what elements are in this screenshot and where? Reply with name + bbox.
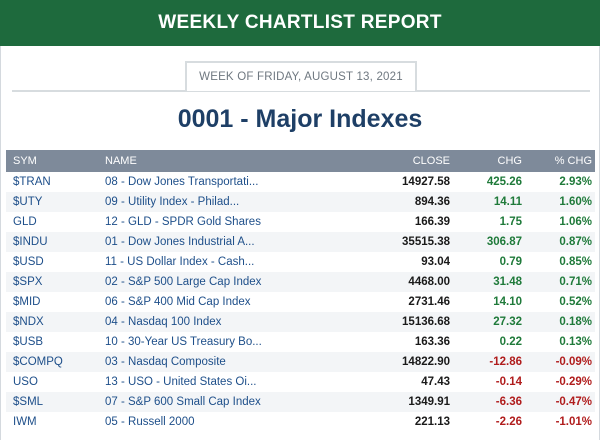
close-value: 35515.38 [402, 236, 450, 248]
change-value: 31.48 [493, 276, 522, 288]
symbol-link[interactable]: $SPX [13, 276, 43, 288]
table-row[interactable]: $USB 10 - 30-Year US Treasury Bo... 163.36… [6, 332, 595, 352]
table-row[interactable]: $NDX 04 - Nasdaq 100 Index 15136.68 27.32 0.… [6, 312, 595, 332]
week-divider [12, 90, 590, 92]
name-link[interactable]: 10 - 30-Year US Treasury Bo... [105, 336, 262, 348]
column-header-chg[interactable]: CHG [497, 155, 522, 167]
pct-change-value: -0.47% [555, 396, 592, 408]
table-row[interactable]: $SPX 02 - S&P 500 Large Cap Index 4468.00 3… [6, 272, 595, 292]
symbol-link[interactable]: IWM [13, 416, 37, 428]
column-header-close[interactable]: CLOSE [412, 155, 450, 167]
name-link[interactable]: 06 - S&P 400 Mid Cap Index [105, 296, 251, 308]
pct-change-value: 0.52% [559, 296, 592, 308]
table-row[interactable]: IWM 05 - Russell 2000 221.13 -2.26 -1.01% [6, 412, 595, 432]
name-link[interactable]: 09 - Utility Index - Philad... [105, 196, 240, 208]
change-value: -12.86 [489, 356, 522, 368]
pct-change-value: 1.06% [559, 216, 592, 228]
close-value: 47.43 [421, 376, 450, 388]
week-label: WEEK OF FRIDAY, AUGUST 13, 2021 [199, 71, 403, 83]
name-link[interactable]: 01 - Dow Jones Industrial A... [105, 236, 255, 248]
symbol-link[interactable]: $TRAN [13, 176, 51, 188]
table-row[interactable]: $UTY 09 - Utility Index - Philad... 894.36… [6, 192, 595, 212]
week-label-box: WEEK OF FRIDAY, AUGUST 13, 2021 [185, 61, 417, 91]
pct-change-value: -0.09% [555, 356, 592, 368]
table-body: $TRAN 08 - Dow Jones Transportati... 14927… [6, 172, 595, 432]
table-row[interactable]: $TRAN 08 - Dow Jones Transportati... 14927… [6, 172, 595, 192]
symbol-link[interactable]: $USD [13, 256, 44, 268]
name-link[interactable]: 11 - US Dollar Index - Cash... [105, 256, 255, 268]
symbol-link[interactable]: $INDU [13, 236, 48, 248]
table-row[interactable]: $USD 11 - US Dollar Index - Cash... 93.04 0… [6, 252, 595, 272]
pct-change-value: -0.29% [555, 376, 592, 388]
change-value: -6.36 [495, 396, 522, 408]
close-value: 1349.91 [408, 396, 450, 408]
symbol-link[interactable]: GLD [13, 216, 37, 228]
change-value: -0.14 [495, 376, 522, 388]
name-link[interactable]: 07 - S&P 600 Small Cap Index [105, 396, 261, 408]
index-table: SYM NAME CLOSE CHG % CHG $TRAN 08 - Dow J… [6, 150, 595, 432]
column-header-sym[interactable]: SYM [13, 155, 37, 167]
symbol-link[interactable]: $MID [13, 296, 41, 308]
pct-change-value: 2.93% [559, 176, 592, 188]
name-link[interactable]: 12 - GLD - SPDR Gold Shares [105, 216, 261, 228]
name-link[interactable]: 02 - S&P 500 Large Cap Index [105, 276, 262, 288]
table-row[interactable]: $MID 06 - S&P 400 Mid Cap Index 2731.46 14.… [6, 292, 595, 312]
change-value: 14.11 [493, 196, 522, 208]
symbol-link[interactable]: $USB [13, 336, 44, 348]
name-link[interactable]: 03 - Nasdaq Composite [105, 356, 226, 368]
close-value: 163.36 [414, 336, 450, 348]
close-value: 14822.90 [402, 356, 450, 368]
change-value: 1.75 [499, 216, 522, 228]
pct-change-value: -1.01% [555, 416, 592, 428]
change-value: 0.22 [499, 336, 522, 348]
pct-change-value: 0.18% [559, 316, 592, 328]
close-value: 15136.68 [402, 316, 450, 328]
change-value: 14.10 [493, 296, 522, 308]
name-link[interactable]: 04 - Nasdaq 100 Index [105, 316, 222, 328]
pct-change-value: 0.71% [559, 276, 592, 288]
pct-change-value: 0.87% [559, 236, 592, 248]
close-value: 14927.58 [402, 176, 450, 188]
change-value: 425.26 [486, 176, 522, 188]
close-value: 2731.46 [408, 296, 450, 308]
symbol-link[interactable]: $NDX [13, 316, 44, 328]
pct-change-value: 1.60% [559, 196, 592, 208]
close-value: 894.36 [414, 196, 450, 208]
symbol-link[interactable]: $COMPQ [13, 356, 63, 368]
report-banner: WEEKLY CHARTLIST REPORT [0, 0, 600, 46]
pct-change-value: 0.85% [559, 256, 592, 268]
page-title: 0001 - Major Indexes [177, 105, 423, 133]
column-header-pct-chg[interactable]: % CHG [554, 155, 592, 167]
close-value: 93.04 [421, 256, 450, 268]
name-link[interactable]: 08 - Dow Jones Transportati... [105, 176, 259, 188]
change-value: 27.32 [493, 316, 522, 328]
change-value: 0.79 [499, 256, 522, 268]
table-header: SYM NAME CLOSE CHG % CHG [6, 150, 595, 172]
column-header-name[interactable]: NAME [105, 155, 137, 167]
change-value: -2.26 [495, 416, 522, 428]
table-row[interactable]: $COMPQ 03 - Nasdaq Composite 14822.90 -12.8… [6, 352, 595, 372]
table-row[interactable]: $SML 07 - S&P 600 Small Cap Index 1349.91 -… [6, 392, 595, 412]
name-link[interactable]: 13 - USO - United States Oi... [105, 376, 257, 388]
close-value: 221.13 [414, 416, 450, 428]
pct-change-value: 0.13% [559, 336, 592, 348]
table-row[interactable]: USO 13 - USO - United States Oi... 47.43 -0… [6, 372, 595, 392]
report-title: WEEKLY CHARTLIST REPORT [158, 12, 442, 33]
table-row[interactable]: GLD 12 - GLD - SPDR Gold Shares 166.39 1.75… [6, 212, 595, 232]
change-value: 306.87 [486, 236, 522, 248]
symbol-link[interactable]: $SML [13, 396, 44, 408]
close-value: 166.39 [414, 216, 450, 228]
table-row[interactable]: $INDU 01 - Dow Jones Industrial A... 35515… [6, 232, 595, 252]
close-value: 4468.00 [408, 276, 450, 288]
symbol-link[interactable]: $UTY [13, 196, 43, 208]
symbol-link[interactable]: USO [13, 376, 38, 388]
name-link[interactable]: 05 - Russell 2000 [105, 416, 195, 428]
